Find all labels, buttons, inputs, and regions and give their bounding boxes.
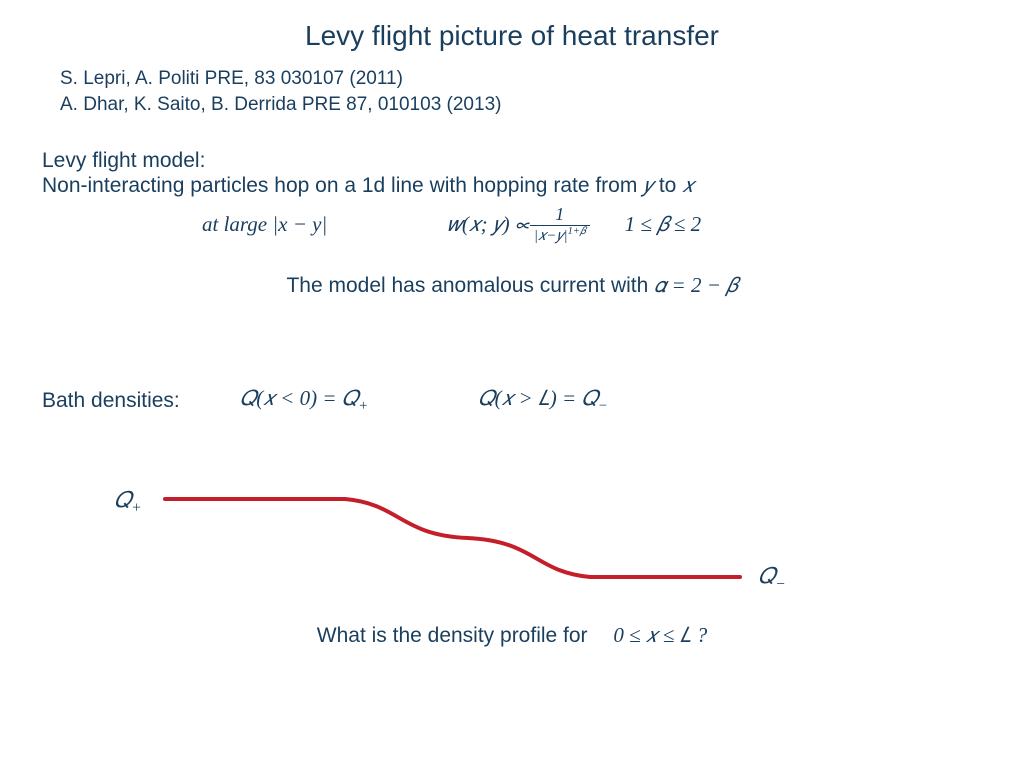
rate-formula-line: at large |x − y| 𝑤(𝑥; 𝑦) ∝ 1 |𝑥−𝑦|1+𝛽 1 … (42, 204, 1024, 245)
model-desc: Non-interacting particles hop on a 1d li… (42, 173, 1024, 198)
reference-1: S. Lepri, A. Politi PRE, 83 030107 (2011… (60, 66, 1024, 92)
anomalous-line: The model has anomalous current with 𝛼 =… (0, 273, 1024, 298)
reference-2: A. Dhar, K. Saito, B. Derrida PRE 87, 01… (60, 92, 1024, 118)
slide-title: Levy flight picture of heat transfer (0, 0, 1024, 52)
bath-right: 𝑄(𝑥 > 𝐿) = 𝑄− (478, 386, 608, 415)
var-x: 𝑥 (682, 173, 694, 197)
bath-label: Bath densities: (42, 389, 180, 413)
rate-formula: 𝑤(𝑥; 𝑦) ∝ 1 |𝑥−𝑦|1+𝛽 (447, 204, 589, 245)
var-y: 𝑦 (643, 173, 653, 197)
desc-prefix: Non-interacting particles hop on a 1d li… (42, 174, 643, 197)
bath-left: 𝑄(𝑥 < 0) = 𝑄+ (240, 386, 368, 415)
density-diagram: 𝑄+ 𝑄− (0, 465, 1024, 605)
references: S. Lepri, A. Politi PRE, 83 030107 (2011… (60, 66, 1024, 117)
rate-fraction: 1 |𝑥−𝑦|1+𝛽 (530, 204, 590, 245)
question-text: What is the density profile for (317, 624, 588, 647)
bath-row: Bath densities: 𝑄(𝑥 < 0) = 𝑄+ 𝑄(𝑥 > 𝐿) =… (42, 386, 1024, 415)
question-line: What is the density profile for 0 ≤ 𝑥 ≤ … (0, 623, 1024, 648)
beta-range: 1 ≤ 𝛽 ≤ 2 (625, 212, 701, 237)
frac-den: |𝑥−𝑦|1+𝛽 (530, 226, 590, 245)
alpha-eq: 𝛼 = 2 − 𝛽 (654, 273, 737, 297)
desc-to: to (653, 174, 682, 197)
model-block: Levy flight model: Non-interacting parti… (42, 149, 1024, 245)
anomalous-text: The model has anomalous current with (286, 274, 654, 297)
rate-lhs: 𝑤(𝑥; 𝑦) ∝ (447, 212, 530, 237)
density-curve (165, 499, 740, 577)
q-plus-label: 𝑄+ (114, 487, 142, 517)
frac-num: 1 (530, 204, 590, 226)
density-curve-svg (0, 465, 1024, 605)
question-range: 0 ≤ 𝑥 ≤ 𝐿 ? (613, 623, 707, 647)
q-minus-label: 𝑄− (758, 563, 786, 593)
model-heading: Levy flight model: (42, 149, 1024, 173)
at-large: at large |x − y| (202, 212, 327, 237)
